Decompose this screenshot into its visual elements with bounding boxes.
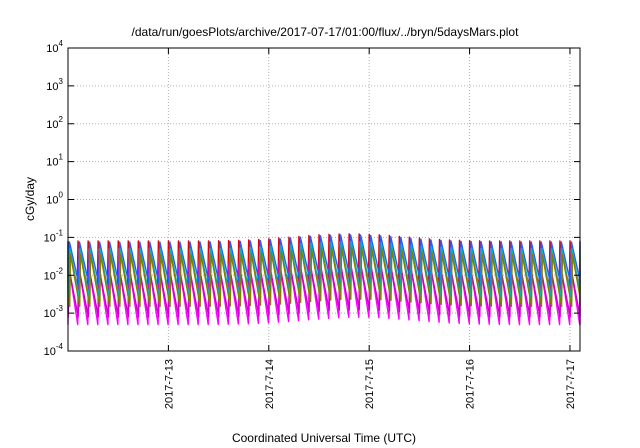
y-tick-label: 100 [46,191,63,207]
x-tick-label: 2017-7-13 [163,359,175,409]
x-tick-label: 2017-7-16 [465,359,477,409]
y-tick-label: 104 [46,39,63,55]
y-tick-label: 10-3 [44,304,64,320]
y-tick-label: 10-2 [44,266,64,282]
y-tick-label: 103 [46,77,63,93]
series-group [67,233,581,326]
chart-title: /data/run/goesPlots/archive/2017-07-17/0… [132,25,520,39]
y-tick-label: 10-1 [44,228,64,244]
x-tick-label: 2017-7-15 [364,359,376,409]
y-axis-label: cGy/day [23,177,37,221]
x-axis-label: Coordinated Universal Time (UTC) [232,431,416,445]
series-line [67,246,581,308]
series-line [67,234,581,285]
x-tick-label: 2017-7-17 [565,359,577,409]
y-tick-label: 101 [46,153,63,169]
y-tick-label: 102 [46,115,63,131]
ticks: 10-4 10-3 10-2 10-1 100 101 102 103 104 2017-7-13… [44,39,580,409]
y-tick-label: 10-4 [44,342,64,358]
x-tick-label: 2017-7-14 [264,359,276,409]
